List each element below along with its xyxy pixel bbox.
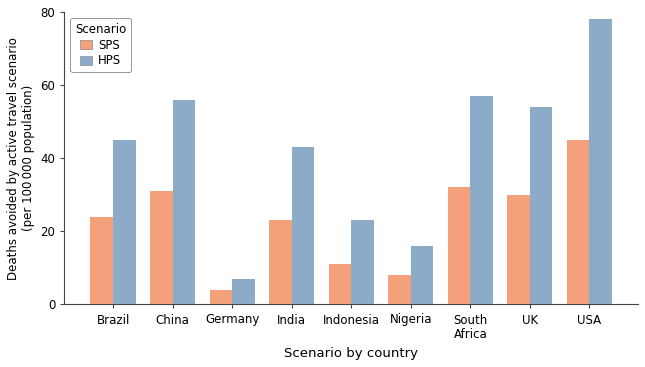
Legend: SPS, HPS: SPS, HPS bbox=[70, 18, 131, 72]
Bar bbox=[210, 290, 232, 305]
Bar bbox=[173, 100, 195, 305]
Bar bbox=[352, 220, 374, 305]
Bar bbox=[269, 220, 292, 305]
Bar bbox=[507, 195, 530, 305]
Y-axis label: Deaths avoided by active travel scenario
(per 100 000 population): Deaths avoided by active travel scenario… bbox=[7, 37, 35, 280]
Bar bbox=[90, 217, 113, 305]
Bar bbox=[232, 279, 255, 305]
Bar bbox=[470, 96, 493, 305]
Bar bbox=[448, 188, 470, 305]
Bar bbox=[388, 275, 411, 305]
Bar bbox=[150, 191, 173, 305]
X-axis label: Scenario by country: Scenario by country bbox=[284, 347, 418, 360]
Bar bbox=[113, 140, 135, 305]
Bar bbox=[411, 246, 433, 305]
Bar bbox=[530, 107, 553, 305]
Bar bbox=[328, 264, 352, 305]
Bar bbox=[292, 147, 314, 305]
Bar bbox=[567, 140, 590, 305]
Bar bbox=[590, 19, 612, 305]
